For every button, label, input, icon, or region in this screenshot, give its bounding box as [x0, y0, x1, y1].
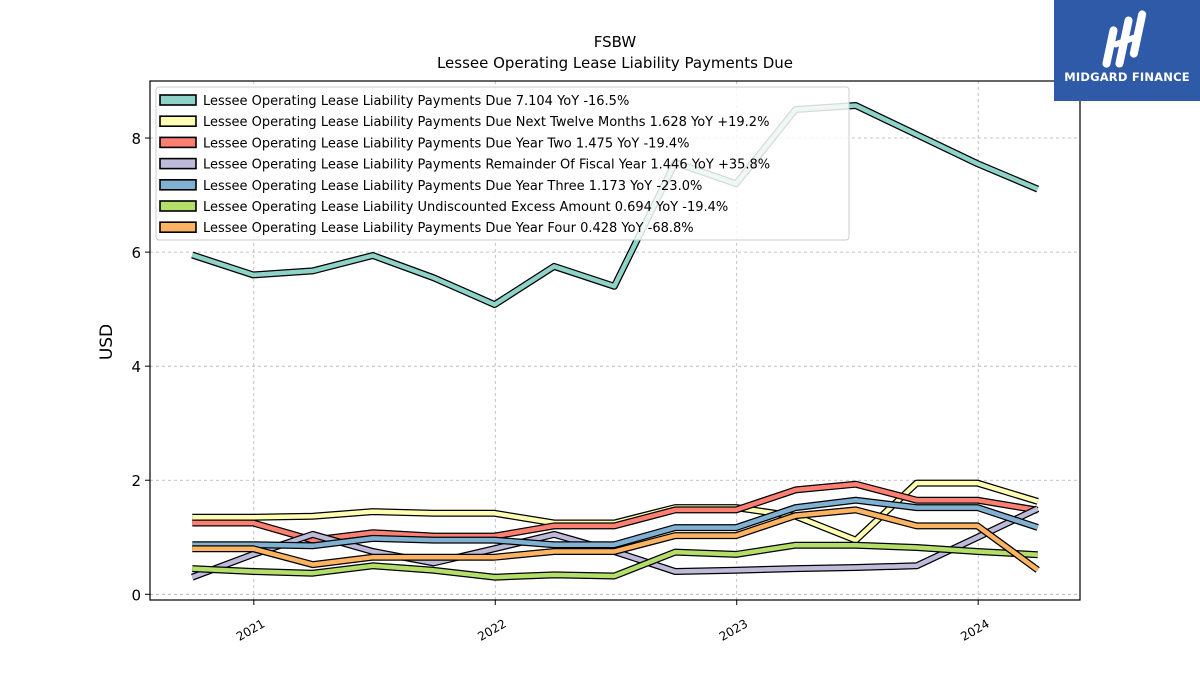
chart-subtitle: Lessee Operating Lease Liability Payment…: [437, 54, 793, 72]
legend-label: Lessee Operating Lease Liability Payment…: [203, 179, 702, 194]
x-tick-label: 2022: [475, 616, 508, 643]
x-tick-label: 2023: [717, 616, 750, 643]
y-axis-label: USD: [97, 324, 117, 360]
legend-swatch: [159, 200, 197, 212]
legend-label: Lessee Operating Lease Liability Payment…: [203, 136, 689, 151]
legend-swatch: [159, 94, 197, 106]
y-tick-label: 8: [131, 130, 141, 148]
series-line: [191, 103, 1039, 307]
legend-box: [155, 86, 850, 241]
legend-swatch: [159, 115, 197, 127]
legend-swatch: [159, 157, 197, 170]
y-tick-label: 6: [131, 244, 141, 262]
series-line: [192, 542, 1038, 580]
chart-title: FSBW: [594, 33, 637, 51]
legend-label: Lessee Operating Lease Liability Payment…: [203, 158, 770, 173]
y-tick-label: 4: [131, 358, 141, 376]
legend-label: Lessee Operating Lease Liability Undisco…: [203, 200, 728, 215]
legend: Lessee Operating Lease Liability Payment…: [155, 86, 850, 241]
series-line: [192, 497, 1039, 549]
logo-mark-icon: [1102, 10, 1147, 68]
legend-label: Lessee Operating Lease Liability Payment…: [203, 94, 629, 109]
legend-swatch: [159, 136, 197, 149]
plot-frame: [149, 80, 1081, 601]
legend-label: Lessee Operating Lease Liability Payment…: [203, 115, 769, 130]
midgard-finance-logo: MIDGARD FINANCE: [1054, 0, 1200, 101]
y-tick-label: 0: [131, 586, 141, 604]
legend-label: Lessee Operating Lease Liability Payment…: [203, 221, 694, 236]
legend-swatch: [159, 179, 197, 191]
logo-text: MIDGARD FINANCE: [1064, 70, 1190, 84]
series-line: [192, 507, 1040, 572]
x-tick-label: 2021: [234, 616, 267, 643]
y-tick-label: 2: [131, 472, 141, 490]
series-layer: [191, 102, 1040, 581]
x-tick-label: 2024: [958, 616, 991, 643]
legend-swatch: [159, 221, 197, 233]
series-line-outline: [192, 479, 1039, 544]
